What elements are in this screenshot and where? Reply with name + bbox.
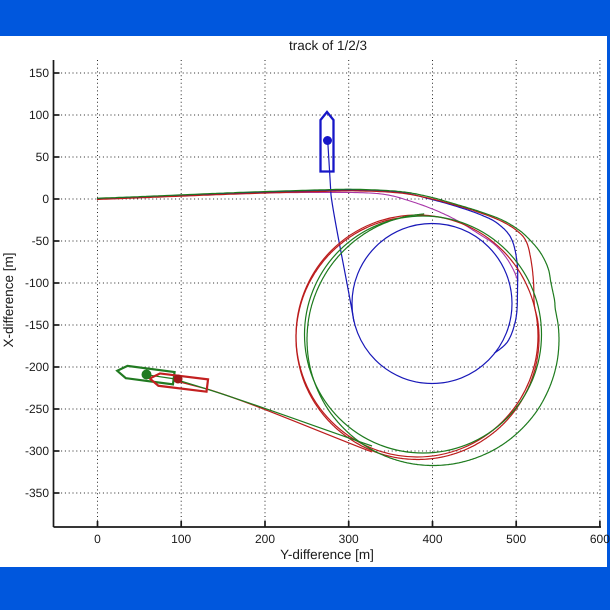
svg-text:X-difference [m]: X-difference [m] xyxy=(1,252,16,347)
svg-text:-100: -100 xyxy=(25,276,49,290)
svg-text:300: 300 xyxy=(339,532,359,546)
svg-text:200: 200 xyxy=(255,532,275,546)
svg-text:-150: -150 xyxy=(25,318,49,332)
svg-text:100: 100 xyxy=(29,108,49,122)
svg-text:-300: -300 xyxy=(25,444,49,458)
svg-text:-50: -50 xyxy=(32,234,50,248)
svg-text:-250: -250 xyxy=(25,402,49,416)
svg-text:150: 150 xyxy=(29,66,49,80)
svg-text:Y-difference [m]: Y-difference [m] xyxy=(280,547,374,562)
svg-text:-350: -350 xyxy=(25,486,49,500)
svg-text:0: 0 xyxy=(42,192,49,206)
svg-text:100: 100 xyxy=(171,532,191,546)
svg-text:400: 400 xyxy=(422,532,442,546)
svg-text:600: 600 xyxy=(590,532,610,546)
svg-text:500: 500 xyxy=(506,532,526,546)
svg-text:50: 50 xyxy=(36,150,50,164)
svg-text:0: 0 xyxy=(94,532,101,546)
svg-text:track of 1/2/3: track of 1/2/3 xyxy=(289,38,367,53)
svg-text:-200: -200 xyxy=(25,360,49,374)
